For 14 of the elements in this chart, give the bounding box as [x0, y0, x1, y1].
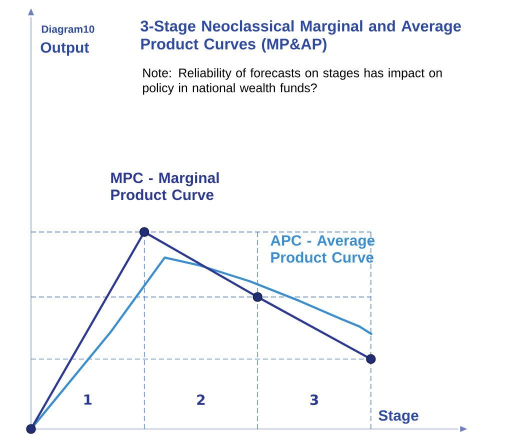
chart-title: 3-Stage Neoclassical Marginal and Average Product Curves (MP&AP): [140, 20, 461, 53]
text: MPC - Marginal Product Curve: [111, 172, 219, 200]
point: [366, 354, 376, 364]
point: [139, 227, 150, 237]
point: [252, 292, 262, 302]
x-axis-title: Stage: [378, 410, 418, 424]
point: [26, 424, 36, 434]
series-label: APC - Average Product Curve: [270, 235, 375, 263]
x-tick-label: 3: [310, 394, 318, 406]
x-tick-label: 2: [197, 394, 205, 405]
text: Diagram10: [42, 25, 94, 35]
x-tick-label: 1: [84, 394, 92, 405]
text: Output: [40, 42, 89, 56]
chart-subtitle: Note: Reliability of forecasts on stages has impact on policy in national wealth funds?: [143, 68, 442, 95]
